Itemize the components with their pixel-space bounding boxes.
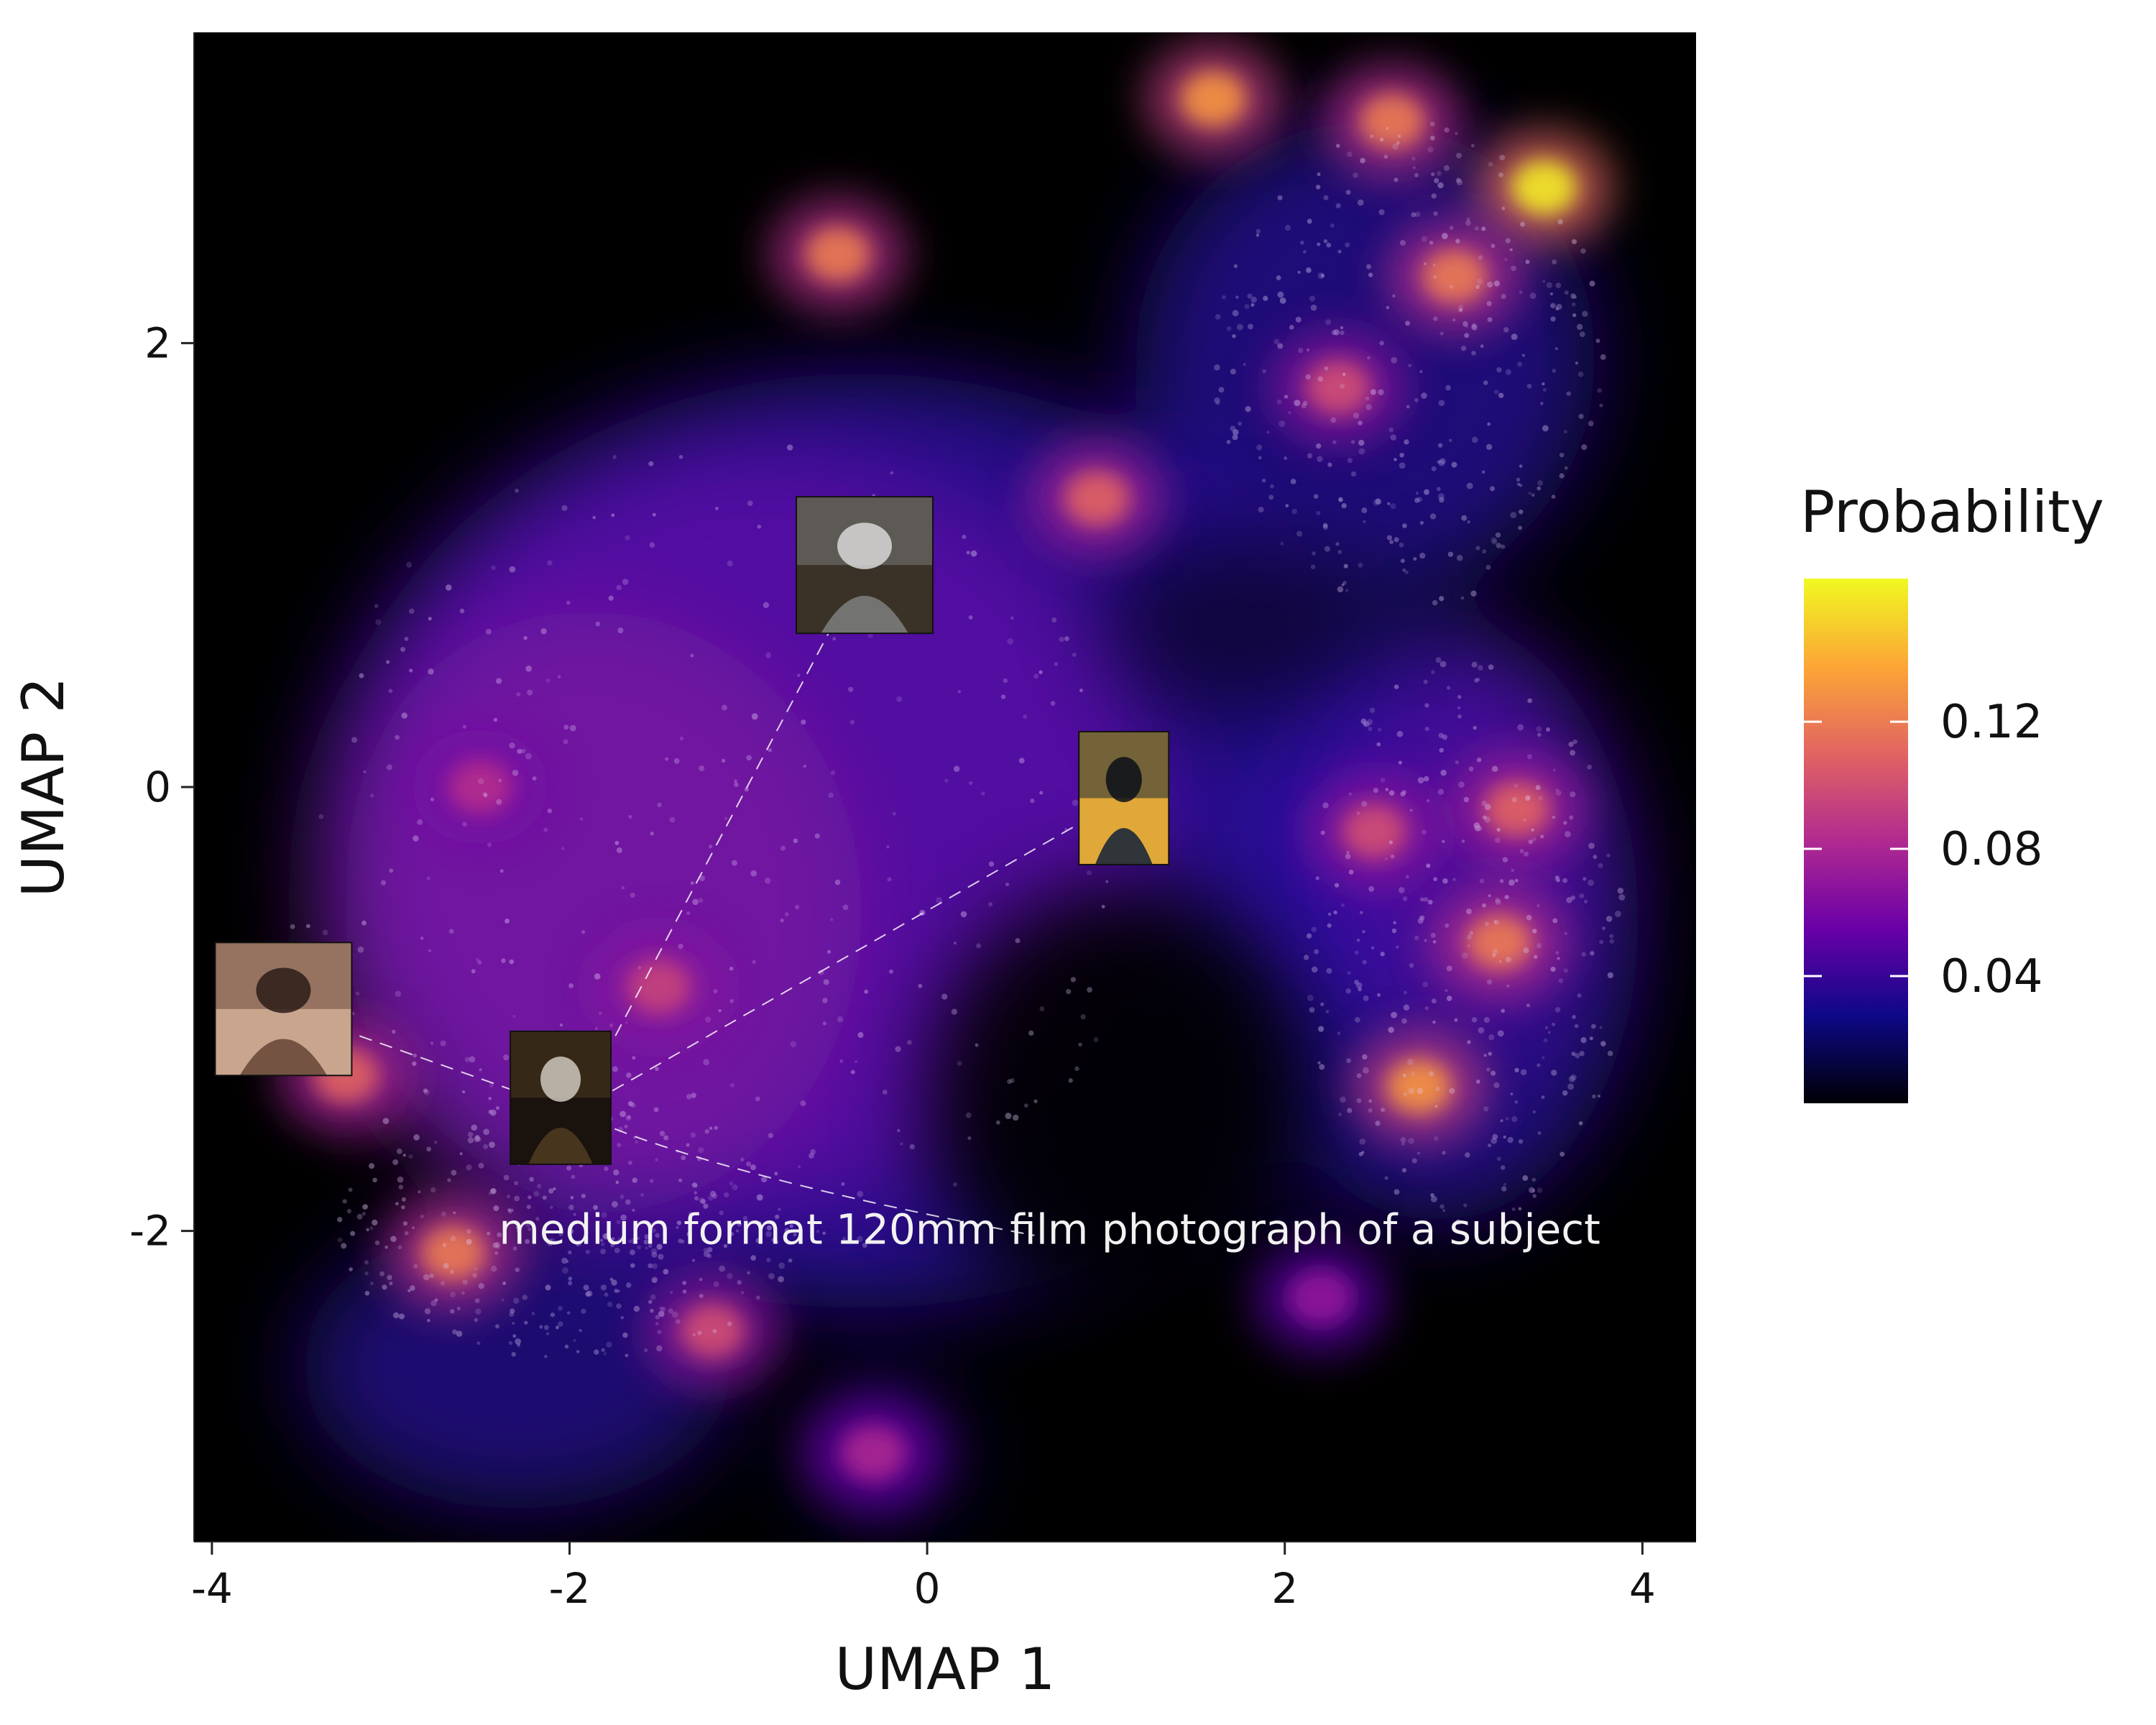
image-marker-center-portrait [510, 1030, 612, 1165]
annotation-text: medium format 120mm film photograph of a… [499, 1205, 1600, 1254]
density-peak-0 [590, 929, 727, 1044]
density-peak-5 [1324, 63, 1461, 179]
colorbar-title: Probability [1800, 479, 2104, 546]
y-tick-label: -2 [129, 1207, 171, 1256]
image-marker-dark-creature [1078, 730, 1170, 865]
density-peak-11 [1350, 1029, 1488, 1144]
density-peak-8 [1270, 330, 1407, 446]
density-peak-9 [1449, 751, 1586, 867]
density-peak-12 [1306, 773, 1443, 889]
density-peak-2 [1028, 441, 1166, 556]
image-markers [214, 496, 1170, 1165]
x-axis: -4 -2 0 2 4 [191, 1541, 1696, 1613]
density-peak-3 [769, 196, 906, 312]
colorbar-tick-label: 0.08 [1940, 823, 2043, 876]
connector-annotation [574, 1111, 1035, 1236]
density-peak-4 [1145, 41, 1282, 157]
colorbar-legend: Probability 0.04 0.08 0.12 [1800, 479, 2104, 1103]
density-peak-17 [1252, 1240, 1389, 1356]
density-speckle [290, 121, 1626, 1358]
colorbar-tick-label: 0.12 [1940, 696, 2043, 749]
density-peak-10 [1431, 885, 1568, 1000]
x-tick-label: 0 [914, 1564, 941, 1613]
density-peak-6 [1475, 130, 1613, 246]
colorbar [1804, 579, 1908, 1103]
density-peak-13 [384, 1195, 522, 1311]
density-layer [277, 41, 1639, 1531]
x-tick-label: -4 [191, 1564, 233, 1613]
density-hole [927, 532, 1365, 1315]
density-peak-7 [1386, 218, 1524, 334]
image-marker-woman-portrait [214, 942, 353, 1077]
y-axis: -2 0 2 [129, 32, 195, 1542]
density-peaks [277, 41, 1613, 1511]
colorbar-tick-label: 0.04 [1940, 950, 2043, 1003]
image-marker-armored-figure [796, 496, 934, 635]
x-tick-label: 2 [1271, 1564, 1298, 1613]
x-axis-title: UMAP 1 [835, 1636, 1056, 1703]
connector-dark-creature [574, 797, 1125, 1113]
density-peak-14 [644, 1273, 781, 1389]
y-tick-label: 0 [144, 763, 171, 811]
density-peak-16 [805, 1395, 942, 1511]
colorbar-ticks: 0.04 0.08 0.12 [1804, 696, 2043, 1003]
connector-armored-figure [574, 564, 865, 1113]
y-axis-title: UMAP 2 [10, 677, 77, 898]
density-peak-1 [412, 730, 549, 845]
x-tick-label: -2 [549, 1564, 591, 1613]
x-tick-label: 4 [1629, 1564, 1656, 1613]
y-tick-label: 2 [144, 318, 171, 367]
